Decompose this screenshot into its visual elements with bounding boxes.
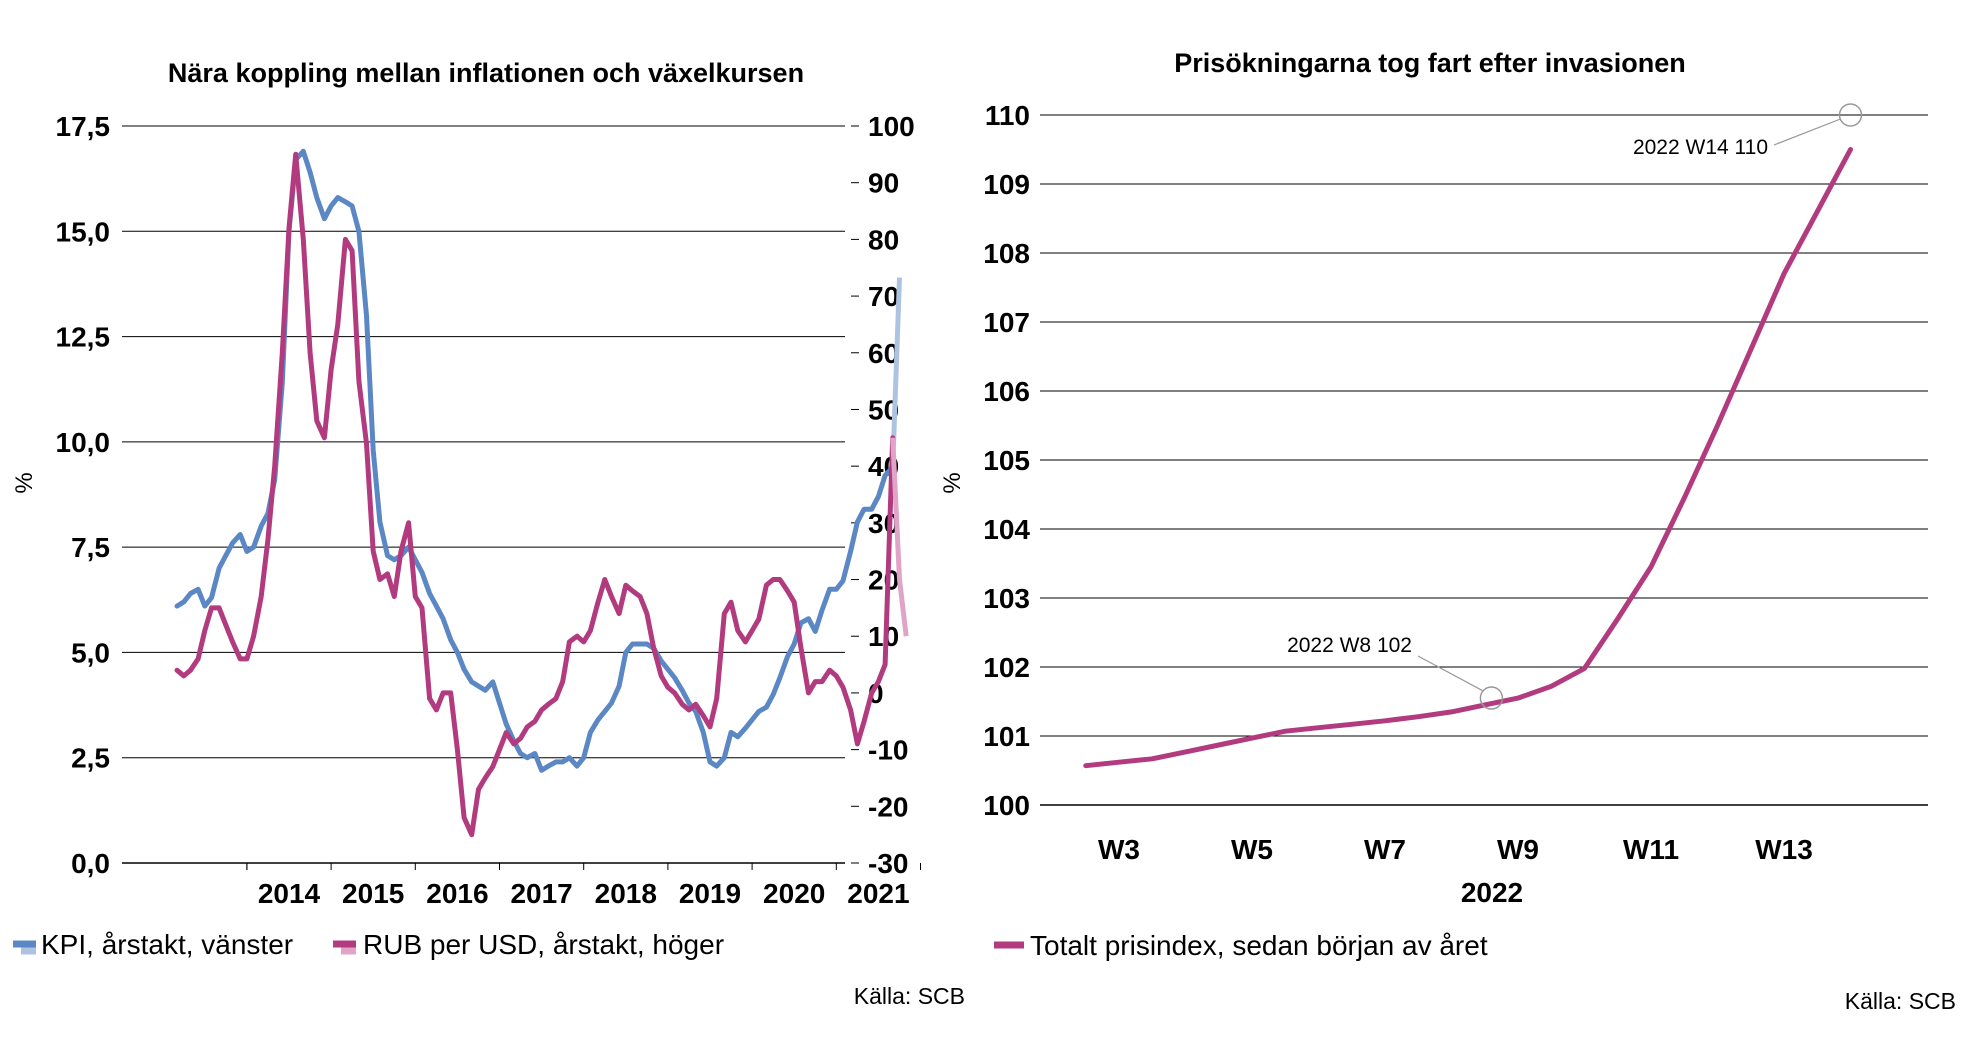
left-y-tick-label: 17,5 [56, 111, 111, 142]
right-chart-y-tick-label: 107 [983, 307, 1030, 338]
right-chart-y-tick-label: 104 [983, 514, 1030, 545]
left-y-tick-label: 0,0 [71, 848, 110, 879]
left-x-tick-label: 2014 [258, 878, 321, 909]
right-y-tick-label: 70 [868, 281, 899, 312]
right-chart-y-tick-label: 110 [985, 100, 1030, 131]
left-series-lines [174, 148, 909, 838]
rub-series-highlight [890, 437, 909, 637]
right-y-tick-label: 80 [868, 224, 899, 255]
right-chart-y-tick-label: 105 [983, 445, 1030, 476]
left-x-tick-label: 2020 [763, 878, 825, 909]
right-chart-y-tick-label: 103 [983, 583, 1030, 614]
right-chart-y-tick-label: 109 [983, 169, 1030, 200]
left-y-axis-label: % [11, 472, 38, 493]
annotation-label-w8: 2022 W8 102 [1287, 634, 1412, 657]
right-y-tick-label: 20 [868, 565, 899, 596]
kpi-series-line [174, 148, 896, 773]
right-y-tick-label: -10 [868, 735, 908, 766]
right-x-tick-label: W11 [1623, 834, 1679, 865]
right-x-group-label: 2022 [1461, 877, 1523, 908]
left-x-tick-label: 2016 [426, 878, 488, 909]
annotation-marker-w14 [1838, 103, 1863, 127]
annotation-leader-w8 [1417, 655, 1484, 692]
left-chart-title: Nära koppling mellan inflationen och väx… [168, 58, 804, 88]
right-x-tick-label: W13 [1755, 834, 1813, 865]
right-chart-y-tick-label: 101 [983, 721, 1030, 752]
right-chart-y-tick-label: 100 [983, 790, 1030, 821]
right-chart-y-tick-label: 102 [983, 652, 1030, 683]
right-y-tick-label: -30 [868, 848, 908, 879]
left-y-tick-label: 2,5 [71, 743, 110, 774]
left-y-tick-label: 5,0 [71, 637, 110, 668]
right-x-tick-label: W5 [1231, 834, 1273, 865]
right-series-lines [1083, 147, 1853, 769]
left-y-tick-label: 10,0 [56, 427, 111, 458]
right-chart-x-tick-labels: W3 W5 W7 W9 W11 W13 [1098, 834, 1813, 865]
left-x-tick-label: 2017 [510, 878, 572, 909]
kpi-series-highlight [890, 277, 902, 468]
left-y-tick-label: 12,5 [56, 322, 111, 353]
annotation-marker-w8 [1479, 686, 1504, 710]
legend-label-rub: RUB per USD, årstakt, höger [363, 929, 724, 960]
right-y-tick-label: 90 [868, 168, 899, 199]
left-x-tick-label: 2018 [595, 878, 657, 909]
left-y-tick-label: 7,5 [71, 532, 110, 563]
right-x-tick-label: W7 [1364, 834, 1406, 865]
legend-label-total: Totalt prisindex, sedan början av året [1030, 930, 1488, 961]
right-gridlines [1040, 114, 1928, 806]
right-y-tick-label: 100 [868, 111, 915, 142]
right-y-axis-label: % [939, 472, 966, 493]
legend-label-kpi: KPI, årstakt, vänster [41, 929, 293, 960]
annotation-leader-w14 [1773, 118, 1841, 146]
total-price-index-line [1083, 147, 1853, 769]
left-legend: KPI, årstakt, vänster RUB per USD, årsta… [13, 929, 724, 960]
left-x-tick-label: 2021 [847, 878, 909, 909]
right-x-tick-label: W9 [1497, 834, 1539, 865]
left-x-tick-label: 2019 [679, 878, 741, 909]
right-chart: Prisökningarna tog fart efter invasionen… [939, 48, 1956, 1014]
right-y-tick-label: -20 [868, 791, 908, 822]
right-chart-y-tick-labels: 100 101 102 103 104 105 106 107 108 109 110 [983, 100, 1030, 821]
right-chart-y-tick-label: 108 [983, 238, 1030, 269]
left-source: Källa: SCB [854, 983, 965, 1009]
left-x-tick-labels: 2014 2015 2016 2017 2018 2019 2020 2021 [258, 878, 910, 909]
rub-series-line [174, 151, 896, 838]
left-gridlines [122, 125, 921, 870]
right-x-tick-label: W3 [1098, 834, 1140, 865]
left-x-tick-label: 2015 [342, 878, 404, 909]
left-chart: Nära koppling mellan inflationen och väx… [11, 58, 965, 1009]
right-annotations: 2022 W8 102 2022 W14 110 [1287, 103, 1863, 710]
left-y-tick-label: 15,0 [56, 216, 111, 247]
right-chart-y-tick-label: 106 [983, 376, 1030, 407]
right-chart-title: Prisökningarna tog fart efter invasionen [1174, 48, 1686, 78]
right-legend: Totalt prisindex, sedan början av året [994, 930, 1488, 961]
right-source: Källa: SCB [1845, 988, 1956, 1014]
left-y-tick-labels: 0,0 2,5 5,0 7,5 10,0 12,5 15,0 17,5 [56, 111, 111, 879]
annotation-label-w14: 2022 W14 110 [1633, 136, 1768, 159]
